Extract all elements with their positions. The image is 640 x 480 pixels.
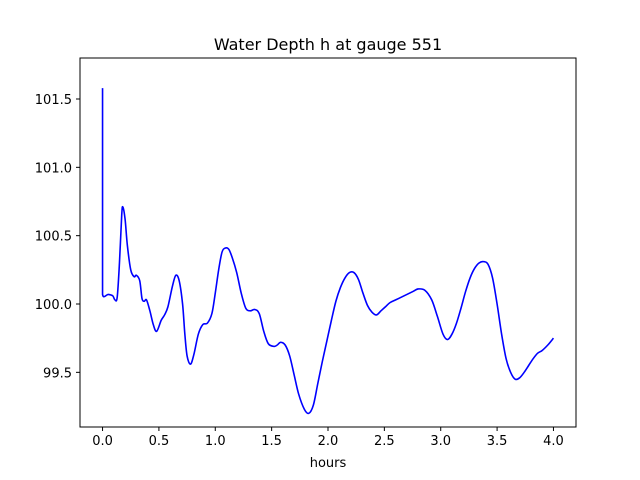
y-axis-ticks: 99.5 100.0 100.5 101.0 101.5 [35, 93, 80, 381]
x-axis-ticks: 0.0 0.5 1.0 1.5 2.0 2.5 3.0 3.5 4.0 [92, 427, 564, 449]
series-line [101, 88, 555, 415]
x-tick-label: 4.0 [543, 434, 564, 449]
chart-title: Water Depth h at gauge 551 [214, 35, 442, 54]
series-group [101, 88, 555, 415]
x-tick-label: 1.0 [205, 434, 226, 449]
x-tick-label: 0.0 [92, 434, 113, 449]
x-tick-label: 2.0 [318, 434, 339, 449]
y-tick-label: 100.0 [35, 298, 72, 313]
axes-frame [79, 57, 577, 428]
x-tick-label: 1.5 [261, 434, 282, 449]
y-tick-label: 99.5 [43, 366, 72, 381]
y-tick-label: 100.5 [35, 230, 72, 245]
x-tick-label: 0.5 [149, 434, 170, 449]
y-tick-label: 101.0 [35, 161, 72, 176]
x-tick-label: 2.5 [374, 434, 395, 449]
x-axis-label: hours [310, 456, 347, 471]
x-tick-label: 3.5 [487, 434, 508, 449]
x-tick-label: 3.0 [430, 434, 451, 449]
y-tick-label: 101.5 [35, 93, 72, 108]
